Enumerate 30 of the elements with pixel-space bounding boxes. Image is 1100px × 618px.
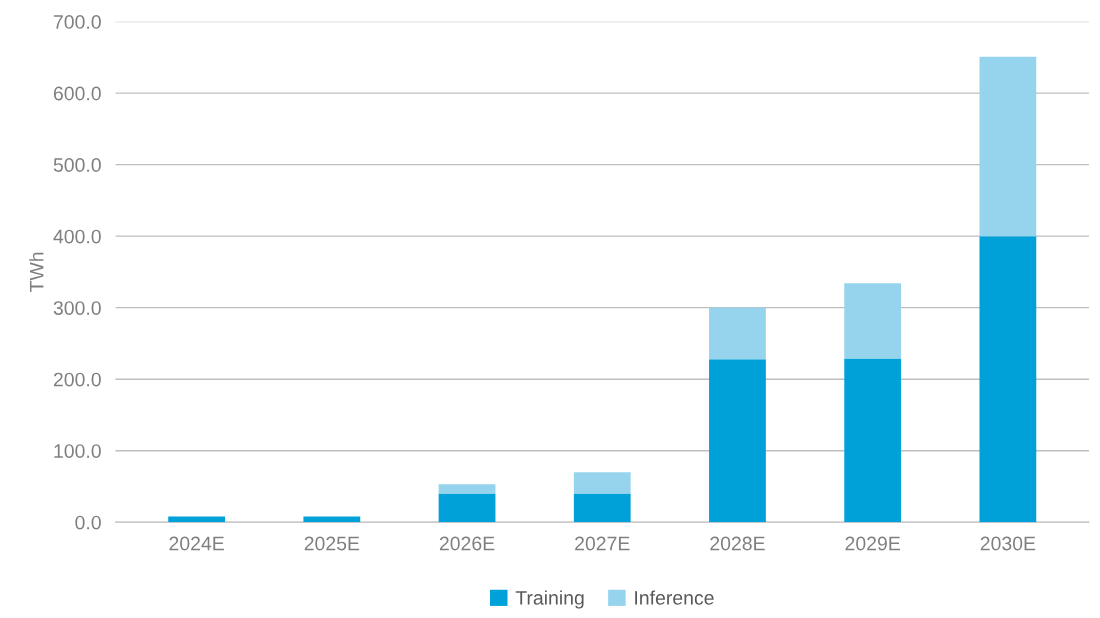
y-tick-label: 600.0 [53, 86, 101, 101]
bar [844, 358, 902, 523]
x-tick-label: 2028E [710, 536, 765, 551]
y-tick-label: 0.0 [75, 515, 101, 530]
x-tick-label: 2025E [304, 536, 360, 551]
bar [979, 236, 1037, 523]
bar [303, 516, 361, 523]
y-tick-label: 500.0 [53, 158, 101, 172]
bar [709, 359, 766, 523]
bar [573, 472, 631, 494]
x-tick-label: 2029E [845, 536, 900, 551]
bar [573, 493, 631, 523]
x-tick-label: 2027E [575, 536, 630, 551]
legend-label: Inference [635, 590, 714, 605]
y-tick-label: 100.0 [54, 444, 101, 458]
bar [979, 56, 1037, 237]
bar [709, 307, 766, 360]
x-tick-label: 2026E [439, 536, 495, 551]
legend-label: Training [515, 590, 584, 609]
y-tick-label: 700.0 [53, 15, 101, 29]
bar [438, 484, 496, 494]
bar [168, 516, 226, 523]
x-tick-label: 2030E [980, 536, 1036, 551]
y-tick-label: 200.0 [53, 372, 101, 387]
y-tick-label: 300.0 [53, 301, 101, 315]
y-axis-title: TWh [29, 252, 44, 292]
bar [438, 493, 496, 523]
x-tick-label: 2024E [169, 536, 224, 551]
bar [844, 283, 902, 359]
y-tick-label: 400.0 [53, 229, 101, 244]
